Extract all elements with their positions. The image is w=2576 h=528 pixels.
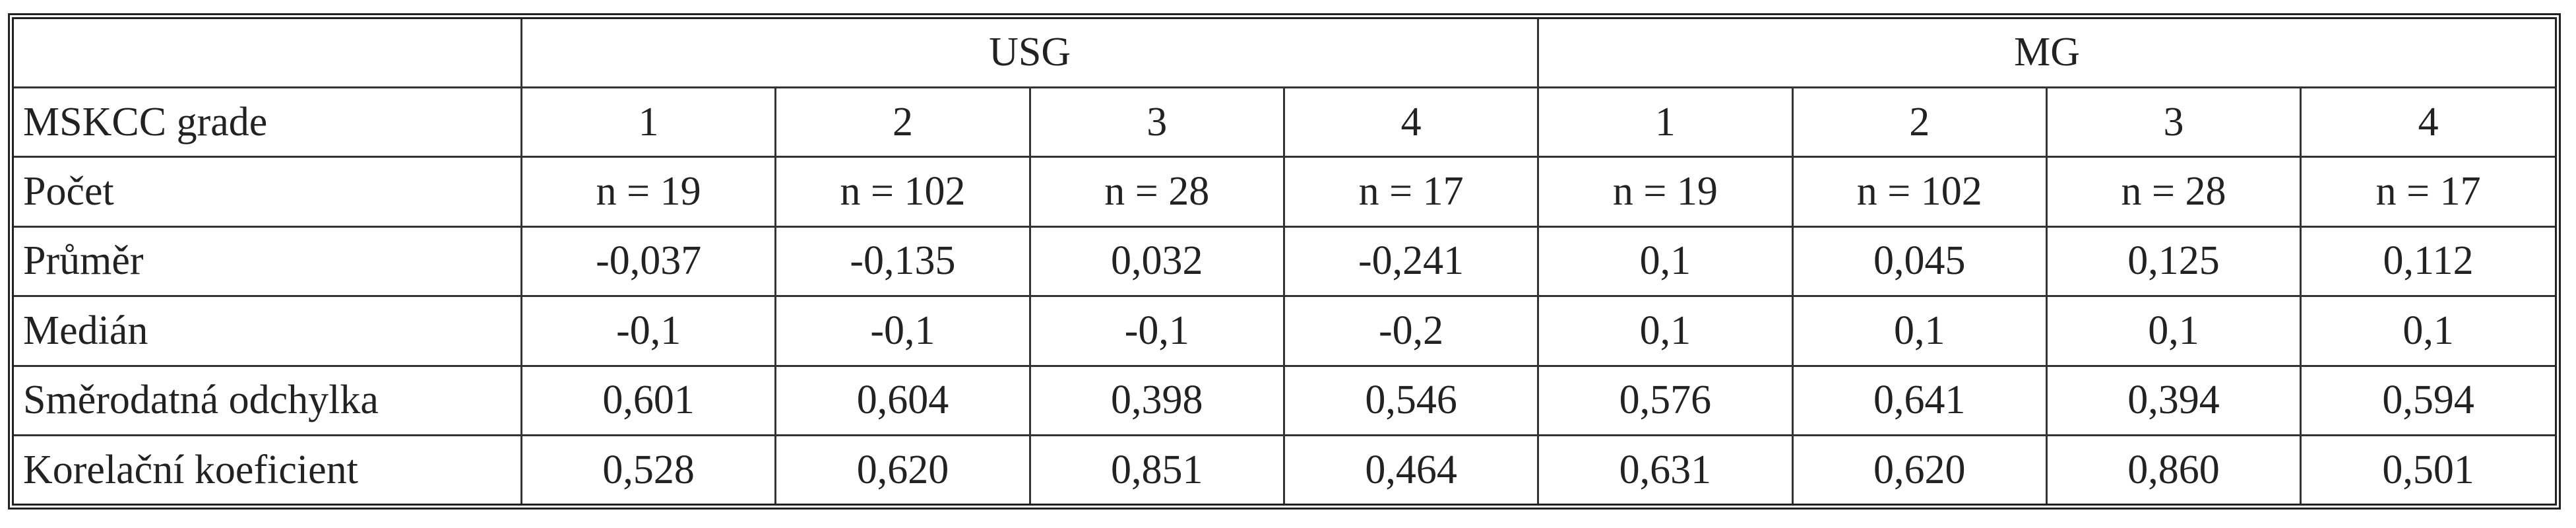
cell: -0,2: [1282, 295, 1540, 367]
cell: 0,631: [1537, 434, 1794, 504]
cell: 0,860: [2045, 434, 2302, 504]
cell: n = 17: [1282, 156, 1540, 228]
cell: 0,594: [2300, 364, 2555, 437]
cell: 0,112: [2300, 225, 2555, 298]
cell: n = 17: [2300, 156, 2555, 228]
row-label: Počet: [14, 156, 522, 228]
cell: 0,464: [1282, 434, 1540, 504]
cell: 0,1: [2300, 295, 2555, 367]
table-row: Medián -0,1 -0,1 -0,1 -0,2 0,1 0,1 0,1 0,1: [14, 295, 2555, 367]
cell: 0,546: [1282, 364, 1540, 437]
cell: 0,601: [520, 364, 777, 437]
cell: -0,1: [520, 295, 777, 367]
table-row: Průměr -0,037 -0,135 0,032 -0,241 0,1 0,045 0,1…: [14, 225, 2555, 298]
cell: 0,125: [2045, 225, 2302, 298]
cell: -0,1: [1028, 295, 1285, 367]
group-header: MG: [1537, 19, 2555, 88]
table-frame: USG MG MSKCC grade 1 2 3 4 1 2 3 4 Počet n = 19 n = 1…: [8, 13, 2561, 510]
cell: n = 102: [774, 156, 1031, 228]
row-label: Korelační koeficient: [14, 434, 522, 504]
cell: -0,241: [1282, 225, 1540, 298]
cell: 0,032: [1028, 225, 1285, 298]
cell: 1: [1537, 86, 1794, 158]
cell: 2: [1791, 86, 2048, 158]
table-row: Směrodatná odchylka 0,601 0,604 0,398 0,546 0…: [14, 364, 2555, 437]
row-label: MSKCC grade: [14, 86, 522, 158]
cell: 0,620: [774, 434, 1031, 504]
cell: -0,1: [774, 295, 1031, 367]
cell: 3: [1028, 86, 1285, 158]
cell: 0,528: [520, 434, 777, 504]
cell: 0,1: [1537, 295, 1794, 367]
cell: 0,851: [1028, 434, 1285, 504]
group-header-row: USG MG: [14, 19, 2555, 88]
cell: 4: [1282, 86, 1540, 158]
cell: 0,1: [2045, 295, 2302, 367]
cell: 0,576: [1537, 364, 1794, 437]
cell: 0,394: [2045, 364, 2302, 437]
cell: 0,045: [1791, 225, 2048, 298]
cell: n = 19: [1537, 156, 1794, 228]
cell: 0,501: [2300, 434, 2555, 504]
row-label: Medián: [14, 295, 522, 367]
cell: 0,641: [1791, 364, 2048, 437]
cell: 3: [2045, 86, 2302, 158]
cell: 0,1: [1791, 295, 2048, 367]
table-row: MSKCC grade 1 2 3 4 1 2 3 4: [14, 86, 2555, 158]
table-row: Korelační koeficient 0,528 0,620 0,851 0,464…: [14, 434, 2555, 504]
cell: 4: [2300, 86, 2555, 158]
cell: n = 102: [1791, 156, 2048, 228]
cell: 0,398: [1028, 364, 1285, 437]
data-table: USG MG MSKCC grade 1 2 3 4 1 2 3 4 Počet n = 19 n = 1…: [14, 19, 2555, 504]
cell: 1: [520, 86, 777, 158]
cell: 0,1: [1537, 225, 1794, 298]
table-row: Počet n = 19 n = 102 n = 28 n = 17 n = 19 n = …: [14, 156, 2555, 228]
group-header: USG: [520, 19, 1540, 88]
row-label: Průměr: [14, 225, 522, 298]
cell: 2: [774, 86, 1031, 158]
corner-cell: [14, 19, 522, 88]
cell: n = 19: [520, 156, 777, 228]
cell: n = 28: [2045, 156, 2302, 228]
cell: 0,620: [1791, 434, 2048, 504]
row-label: Směrodatná odchylka: [14, 364, 522, 437]
cell: 0,604: [774, 364, 1031, 437]
cell: n = 28: [1028, 156, 1285, 228]
cell: -0,037: [520, 225, 777, 298]
cell: -0,135: [774, 225, 1031, 298]
